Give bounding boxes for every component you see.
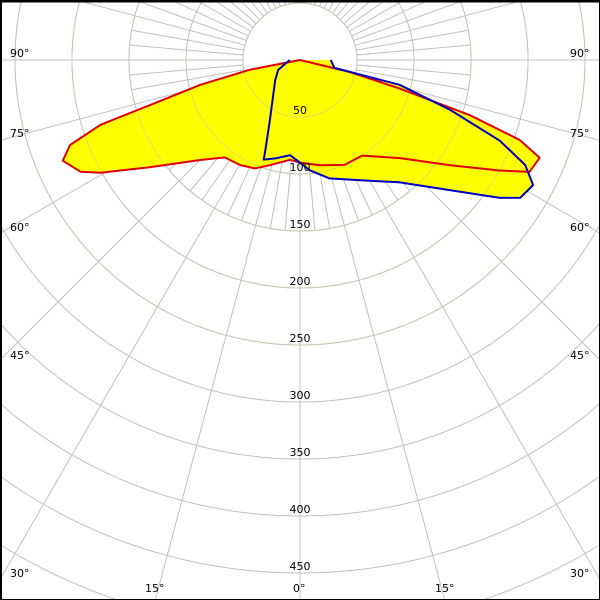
grid-spoke-140 bbox=[336, 0, 351, 17]
grid-ring-350 bbox=[0, 324, 300, 460]
grid-spoke-105 bbox=[354, 0, 525, 46]
grid-ring-overlay-250 bbox=[300, 0, 586, 346]
grid-spoke-125 bbox=[346, 0, 386, 28]
grid-ring-500 bbox=[1, 545, 115, 600]
grid-ring-overlay-250 bbox=[14, 0, 300, 346]
grid-ring-400 bbox=[300, 403, 600, 517]
grid-spoke-120 bbox=[349, 0, 405, 32]
radial-tick-label: 350 bbox=[290, 446, 311, 459]
grid-spoke--30 bbox=[0, 109, 272, 580]
series-line-0 bbox=[61, 59, 541, 174]
series-fill-1 bbox=[263, 60, 534, 198]
angle-tick-label: 90° bbox=[570, 47, 590, 60]
angle-tick-label: 90° bbox=[10, 47, 30, 60]
grid-ring-overlay-50 bbox=[242, 2, 358, 118]
angle-tick-label: 45° bbox=[10, 349, 30, 362]
grid-spoke-115 bbox=[351, 0, 429, 37]
grid-spoke--140 bbox=[249, 0, 264, 17]
radial-tick-label: 150 bbox=[290, 218, 311, 231]
grid-spoke-130 bbox=[343, 0, 372, 24]
grid-ring-500 bbox=[485, 545, 599, 600]
angle-tick-label: 60° bbox=[570, 221, 590, 234]
radial-tick-label: 50 bbox=[293, 104, 307, 117]
angle-tick-label: 75° bbox=[570, 127, 590, 140]
radial-tick-label: 200 bbox=[290, 275, 311, 288]
grid-spoke--135 bbox=[239, 0, 261, 21]
angle-tick-label: 15° bbox=[145, 582, 165, 595]
grid-spoke--105 bbox=[75, 0, 246, 46]
grid-ring-300 bbox=[300, 225, 600, 403]
radial-tick-label: 250 bbox=[290, 332, 311, 345]
grid-spoke-135 bbox=[339, 0, 361, 21]
grid-ring-450 bbox=[300, 477, 599, 574]
radial-tick-label: 400 bbox=[290, 503, 311, 516]
angle-tick-label: 30° bbox=[10, 567, 30, 580]
grid-spoke--120 bbox=[195, 0, 251, 32]
grid-ring-400 bbox=[0, 403, 300, 517]
grid-ring-overlay-150 bbox=[128, 0, 300, 232]
angle-tick-label: 75° bbox=[10, 127, 30, 140]
radial-tick-label: 100 bbox=[290, 161, 311, 174]
grid-spoke--115 bbox=[171, 0, 249, 37]
grid-ring-350 bbox=[300, 324, 600, 460]
grid-spoke-30 bbox=[328, 109, 600, 580]
radial-tick-label: 450 bbox=[290, 560, 311, 573]
grid-spoke-15 bbox=[314, 114, 446, 600]
angle-tick-label: 30° bbox=[570, 567, 590, 580]
grid-spoke--15 bbox=[154, 114, 286, 600]
radial-tick-label: 300 bbox=[290, 389, 311, 402]
series-line-1 bbox=[262, 59, 535, 199]
grid-ring-450 bbox=[1, 477, 300, 574]
grid-spoke--130 bbox=[228, 0, 257, 24]
angle-tick-label: 45° bbox=[570, 349, 590, 362]
angle-tick-label: 60° bbox=[10, 221, 30, 234]
grid-ring-250 bbox=[14, 0, 300, 346]
grid-ring-overlay-100 bbox=[300, 0, 415, 175]
grid-spoke--125 bbox=[214, 0, 254, 28]
grid-ring-overlay-200 bbox=[71, 0, 300, 289]
grid-ring-300 bbox=[0, 225, 300, 403]
grid-ring-overlay-150 bbox=[300, 0, 472, 232]
grid-ring-overlay-200 bbox=[300, 0, 529, 289]
angle-tick-label: 0° bbox=[293, 582, 306, 595]
angle-tick-label: 15° bbox=[435, 582, 455, 595]
